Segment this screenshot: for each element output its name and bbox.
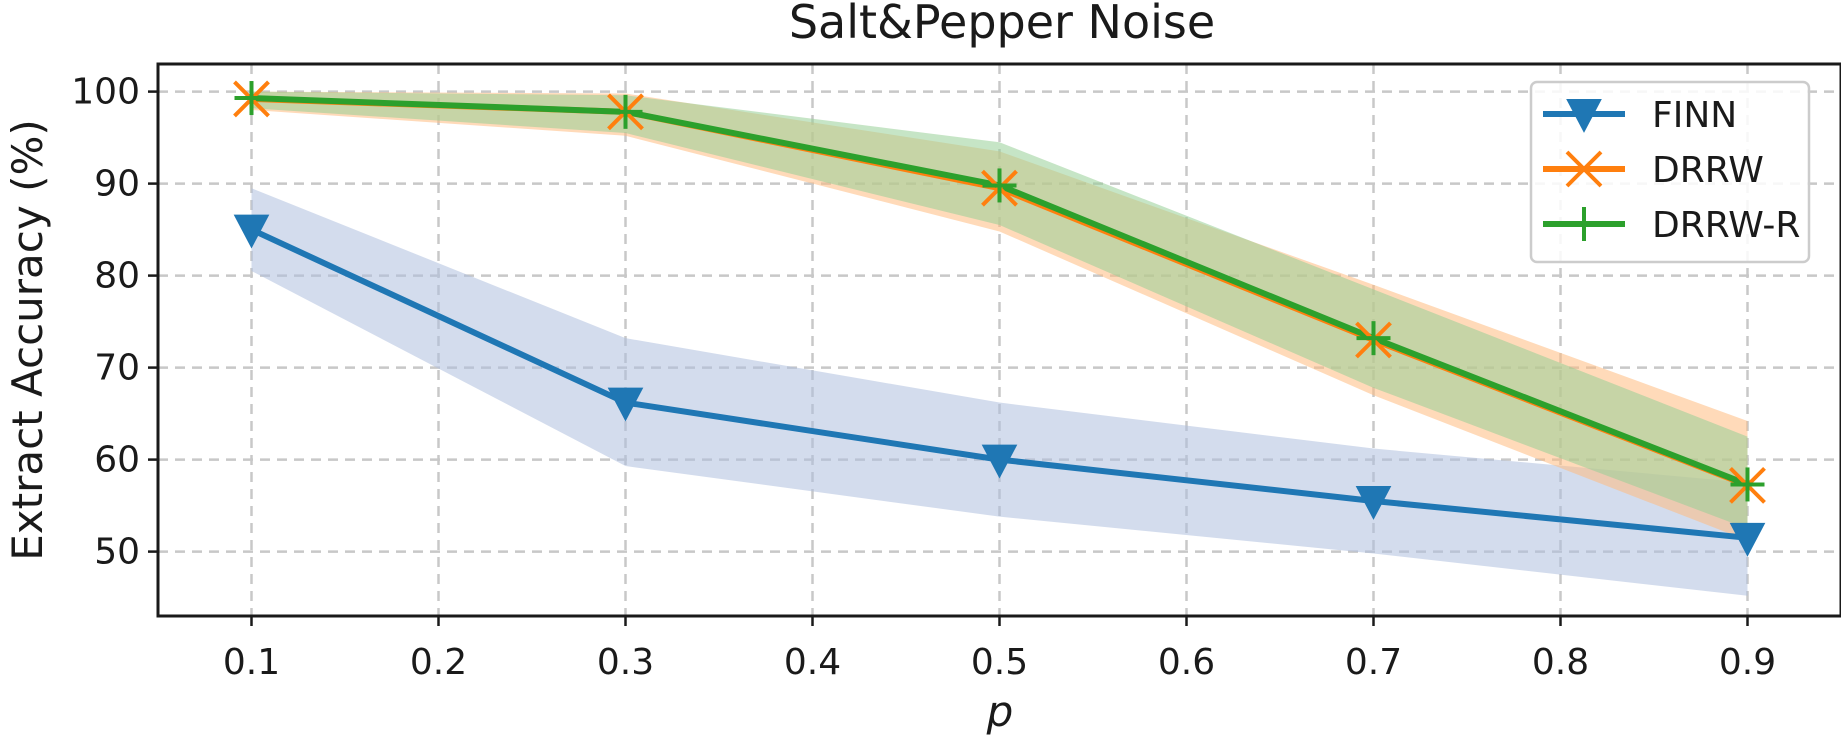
y-tick-label: 50 (94, 532, 140, 573)
y-axis-ticks: 50 60 70 80 90 100 (71, 72, 158, 573)
y-tick-label: 90 (94, 164, 140, 205)
point-finn (981, 444, 1018, 479)
x-tick-label: 0.2 (410, 642, 467, 683)
point-drrw-r (234, 81, 269, 116)
point-drrw-r (982, 168, 1017, 203)
x-tick-label: 0.9 (1719, 642, 1776, 683)
legend-marker-drrw (1565, 150, 1603, 188)
x-tick-label: 0.5 (971, 642, 1028, 683)
y-tick-label: 70 (94, 348, 140, 389)
legend-label-finn: FINN (1652, 95, 1737, 136)
x-tick-label: 0.7 (1345, 642, 1402, 683)
point-finn (1355, 486, 1392, 520)
x-tick-label: 0.6 (1158, 642, 1215, 683)
point-drrw-r (1356, 321, 1391, 356)
legend-marker-finn (1566, 99, 1602, 133)
legend-label-drrw: DRRW (1652, 150, 1764, 191)
point-drrw-r (1730, 467, 1765, 502)
point-drrw-r (608, 94, 643, 129)
x-axis-ticks: 0.1 0.2 0.3 0.4 0.5 0.6 0.7 0.8 0.9 (223, 616, 1776, 683)
y-axis-label: Extract Accuracy (%) (3, 119, 52, 561)
y-tick-label: 60 (94, 440, 140, 481)
y-tick-label: 80 (94, 256, 140, 297)
x-tick-label: 0.8 (1532, 642, 1589, 683)
x-tick-label: 0.1 (223, 642, 280, 683)
x-tick-label: 0.4 (784, 642, 841, 683)
legend: FINN DRRW DRRW-R (1529, 80, 1811, 264)
marker-stroke (1565, 150, 1603, 188)
x-axis-label: p (986, 687, 1014, 736)
point-finn (607, 387, 644, 422)
legend-marker-drrw-r (1567, 207, 1601, 241)
x-tick-label: 0.3 (597, 642, 654, 683)
legend-box (1529, 80, 1811, 264)
point-finn (233, 214, 270, 249)
legend-label-drrw-r: DRRW-R (1652, 205, 1800, 246)
chart-title: Salt&Pepper Noise (789, 0, 1215, 49)
series-markers (233, 80, 1766, 557)
point-finn (1729, 522, 1766, 557)
y-tick-label: 100 (71, 72, 140, 113)
